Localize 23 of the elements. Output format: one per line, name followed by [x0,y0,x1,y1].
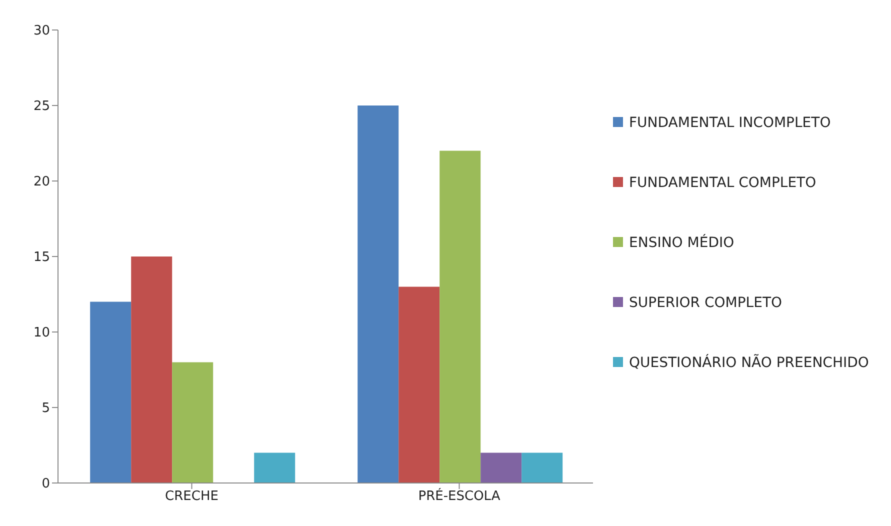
y-tick-label: 25 [33,99,50,114]
bar [172,362,214,483]
y-tick-label: 30 [33,24,50,39]
bar [398,286,440,483]
bar [254,452,296,483]
legend-label: ENSINO MÉDIO [629,233,734,253]
y-tick-label: 15 [33,250,50,266]
bar [90,302,132,483]
legend-label: QUESTIONÁRIO NÃO PREENCHIDO [629,353,869,373]
legend-label: FUNDAMENTAL COMPLETO [629,174,816,193]
bar [522,452,563,483]
legend-label: FUNDAMENTAL INCOMPLETO [629,114,831,133]
x-tick-label: PRÉ-ESCOLA [418,487,500,504]
bar [440,150,481,483]
y-tick-label: 0 [42,476,50,492]
x-tick-label: CRECHE [165,489,218,504]
y-tick-label: 10 [33,326,50,341]
legend-label: SUPERIOR COMPLETO [629,294,782,313]
y-tick-label: 5 [42,401,50,416]
bar [358,106,399,483]
y-tick-label: 20 [33,174,50,190]
bar [131,256,172,483]
bar [480,452,522,483]
